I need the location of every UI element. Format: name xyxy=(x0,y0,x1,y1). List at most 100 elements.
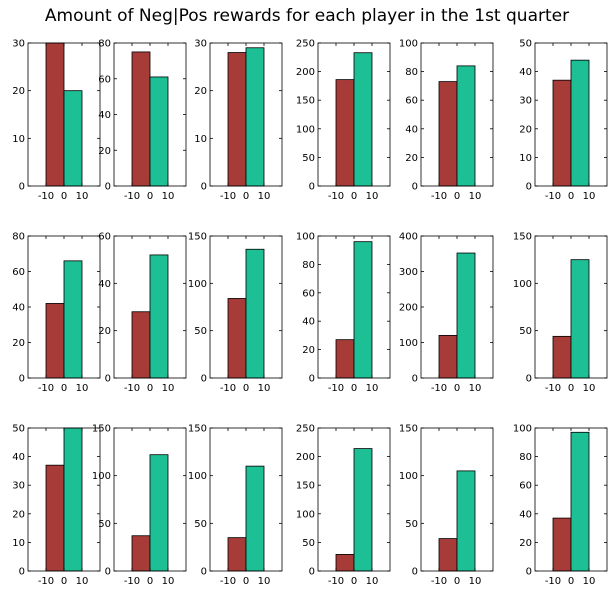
y-tick-label: 150 xyxy=(399,424,418,435)
x-tick-label: 10 xyxy=(469,191,482,202)
x-tick-label: 10 xyxy=(76,383,89,394)
x-tick-label: 0 xyxy=(454,383,460,394)
subplot-6: 01020304050-10 0 10 xyxy=(519,39,607,203)
bar-negative xyxy=(439,335,457,378)
y-tick-label: 50 xyxy=(98,519,111,530)
y-tick-label: 20 xyxy=(12,509,25,520)
bar-negative xyxy=(228,53,246,186)
subplot-4: 050100150200250-10 0 10 xyxy=(296,39,390,203)
y-tick-label: 40 xyxy=(98,110,111,121)
bar-positive xyxy=(354,53,372,186)
x-tick-label: 10 xyxy=(366,383,379,394)
x-tick-label: 0 xyxy=(61,383,67,394)
y-tick-label: 0 xyxy=(105,374,111,385)
y-tick-label: 150 xyxy=(513,232,532,243)
y-tick-label: 50 xyxy=(194,519,207,530)
subplot-15: 050100150-10 0 10 xyxy=(188,424,282,588)
y-tick-label: 100 xyxy=(296,232,315,243)
x-tick-label: 0 xyxy=(243,576,249,587)
x-tick-label: -10 xyxy=(124,383,140,394)
bar-positive xyxy=(246,249,264,378)
subplot-2: 020406080-10 0 10 xyxy=(98,39,186,203)
y-tick-label: 30 xyxy=(12,39,25,50)
y-tick-label: 150 xyxy=(92,424,111,435)
y-tick-label: 20 xyxy=(194,86,207,97)
y-tick-label: 20 xyxy=(98,326,111,337)
y-tick-label: 40 xyxy=(519,509,532,520)
bar-positive xyxy=(64,261,82,378)
subplot-12: 050100150-10 0 10 xyxy=(513,232,607,395)
x-tick-label: 10 xyxy=(258,191,271,202)
x-tick-label: 10 xyxy=(469,383,482,394)
y-tick-label: 0 xyxy=(105,567,111,578)
y-tick-label: 0 xyxy=(412,567,418,578)
x-tick-label: 10 xyxy=(366,576,379,587)
y-tick-label: 150 xyxy=(188,424,207,435)
subplot-7: 0 20 40 60 80 -10 0 10 xyxy=(12,232,100,395)
y-tick-label: 0 xyxy=(526,567,532,578)
y-tick-label: 50 xyxy=(302,153,315,164)
bar-negative xyxy=(132,312,150,378)
y-tick-label: 10 xyxy=(12,134,25,145)
x-tick-label: 10 xyxy=(366,191,379,202)
y-tick-label: 60 xyxy=(519,481,532,492)
y-tick-label: 60 xyxy=(302,288,315,299)
y-tick-label: 0 xyxy=(309,567,315,578)
bar-negative xyxy=(46,303,64,378)
x-tick-label: 10 xyxy=(162,383,175,394)
y-tick-label: 0 xyxy=(201,182,207,193)
y-tick-label: 300 xyxy=(399,267,418,278)
x-tick-label: -10 xyxy=(38,383,54,394)
x-tick-label: 0 xyxy=(147,576,153,587)
x-tick-label: 0 xyxy=(454,576,460,587)
subplot-8: 0 20 40 60 -10 0 10 xyxy=(98,232,186,395)
y-tick-label: 100 xyxy=(399,338,418,349)
subplot-10: 0 20 40 60 80 100 -10 0 10 xyxy=(296,232,390,395)
y-tick-label: 200 xyxy=(296,67,315,78)
y-tick-label: 50 xyxy=(302,538,315,549)
x-tick-label: 10 xyxy=(76,191,89,202)
bar-negative xyxy=(336,340,354,378)
subplot-17: 050100150-10 0 10 xyxy=(399,424,493,588)
y-tick-label: 50 xyxy=(12,424,25,435)
bar-positive xyxy=(571,260,589,378)
bar-negative xyxy=(132,536,150,571)
y-tick-label: 50 xyxy=(405,519,418,530)
bar-negative xyxy=(553,518,571,571)
x-tick-label: -10 xyxy=(328,191,344,202)
y-tick-label: 0 xyxy=(105,182,111,193)
x-tick-label: 10 xyxy=(583,191,596,202)
y-tick-label: 80 xyxy=(98,39,111,50)
y-tick-label: 250 xyxy=(296,424,315,435)
y-tick-label: 60 xyxy=(405,96,418,107)
y-tick-label: 10 xyxy=(519,153,532,164)
x-tick-label: -10 xyxy=(328,383,344,394)
subplot-1: 0102030-10 0 10 xyxy=(12,39,100,203)
subplot-5: 0 20 40 60 80 100 -10 0 10 xyxy=(399,39,493,203)
x-tick-label: -10 xyxy=(328,576,344,587)
bar-negative xyxy=(439,82,457,186)
x-tick-label: 0 xyxy=(351,576,357,587)
y-tick-label: 20 xyxy=(98,146,111,157)
y-tick-label: 60 xyxy=(12,267,25,278)
y-tick-label: 80 xyxy=(12,232,25,243)
x-tick-label: -10 xyxy=(220,576,236,587)
y-tick-label: 400 xyxy=(399,232,418,243)
y-tick-label: 10 xyxy=(194,134,207,145)
y-tick-label: 40 xyxy=(98,279,111,290)
y-tick-label: 30 xyxy=(12,481,25,492)
x-tick-label: -10 xyxy=(431,576,447,587)
bar-positive xyxy=(246,466,264,571)
x-tick-label: 0 xyxy=(454,191,460,202)
y-tick-label: 150 xyxy=(188,232,207,243)
x-tick-label: -10 xyxy=(220,383,236,394)
x-tick-label: 10 xyxy=(258,383,271,394)
y-tick-label: 40 xyxy=(12,452,25,463)
y-tick-label: 50 xyxy=(519,39,532,50)
y-tick-label: 40 xyxy=(519,67,532,78)
x-tick-label: -10 xyxy=(220,191,236,202)
y-tick-label: 20 xyxy=(302,345,315,356)
x-tick-label: 0 xyxy=(351,191,357,202)
y-tick-label: 100 xyxy=(296,124,315,135)
